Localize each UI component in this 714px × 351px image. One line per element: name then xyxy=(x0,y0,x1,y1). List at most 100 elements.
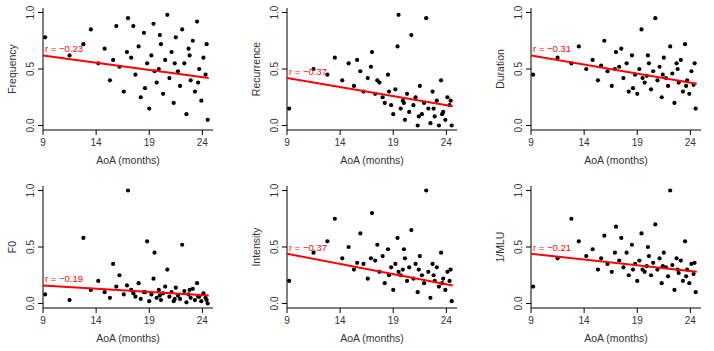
point xyxy=(393,262,397,266)
x-tick-label: 24 xyxy=(441,137,453,148)
x-tick xyxy=(96,308,97,313)
point xyxy=(605,69,609,73)
point xyxy=(602,39,606,43)
plot-area xyxy=(43,13,210,122)
point xyxy=(373,258,377,262)
point xyxy=(640,76,644,80)
x-tick xyxy=(149,308,150,313)
x-axis-title: AoA (months) xyxy=(96,332,160,344)
x-tick xyxy=(340,308,341,313)
point xyxy=(653,16,657,20)
point xyxy=(437,123,441,127)
point xyxy=(619,236,623,240)
x-tick-label: 14 xyxy=(91,315,103,326)
point xyxy=(133,73,137,77)
y-tick xyxy=(38,303,43,304)
point xyxy=(186,47,190,51)
x-tick xyxy=(149,130,150,135)
point xyxy=(653,222,657,226)
point xyxy=(679,58,683,62)
point xyxy=(428,296,432,300)
y-tick-label: 0.0 xyxy=(513,118,524,132)
panel: 91419240.00.51.0AoA (months)Frequencyr =… xyxy=(6,5,213,166)
point xyxy=(165,13,169,17)
point xyxy=(191,39,195,43)
y-tick-label: 0.0 xyxy=(269,296,280,310)
point xyxy=(205,42,209,46)
point xyxy=(660,95,664,99)
plot-area xyxy=(531,16,698,111)
y-axis-title: Duration xyxy=(494,49,506,89)
x-tick xyxy=(393,130,394,135)
point xyxy=(631,267,635,271)
point xyxy=(407,110,411,114)
point xyxy=(591,58,595,62)
point xyxy=(687,92,691,96)
point xyxy=(443,288,447,292)
y-tick-label: 0.0 xyxy=(25,296,36,310)
y-axis-title: F0 xyxy=(6,241,18,253)
fit-line xyxy=(531,55,697,83)
point xyxy=(147,106,151,110)
point xyxy=(122,89,126,93)
x-tick xyxy=(340,130,341,135)
y-axis-title: 1/MLU xyxy=(494,232,506,263)
point xyxy=(416,123,420,127)
point xyxy=(184,112,188,116)
point xyxy=(396,270,400,274)
point xyxy=(683,239,687,243)
point xyxy=(657,256,661,260)
point xyxy=(67,298,71,302)
x-tick xyxy=(531,308,532,313)
point xyxy=(358,231,362,235)
point xyxy=(352,84,356,88)
point xyxy=(366,277,370,281)
point xyxy=(203,73,207,77)
point xyxy=(386,247,390,251)
point xyxy=(409,33,413,37)
point xyxy=(687,281,691,285)
point xyxy=(199,99,203,103)
y-tick-label: 0.0 xyxy=(513,296,524,310)
point xyxy=(639,231,643,235)
x-tick xyxy=(531,130,532,135)
point xyxy=(439,251,443,255)
annotation: r = −0.37 xyxy=(289,66,327,77)
point xyxy=(450,123,454,127)
fit-line xyxy=(43,55,209,78)
point xyxy=(355,58,359,62)
point xyxy=(189,78,193,82)
point xyxy=(693,61,697,65)
point xyxy=(416,290,420,294)
panel: 91419240.00.51.0AoA (months)Intensityr =… xyxy=(250,183,457,344)
point xyxy=(596,267,600,271)
point xyxy=(569,217,573,221)
point xyxy=(666,274,670,278)
y-tick xyxy=(526,247,531,248)
point xyxy=(643,80,647,84)
x-tick xyxy=(287,308,288,313)
point xyxy=(395,236,399,240)
point xyxy=(139,297,143,301)
y-tick-label: 0.5 xyxy=(25,240,36,254)
point xyxy=(672,101,676,105)
point xyxy=(599,256,603,260)
x-axis-line xyxy=(287,130,457,131)
x-tick-label: 9 xyxy=(40,315,46,326)
point xyxy=(614,225,618,229)
fit-line xyxy=(287,254,453,286)
point xyxy=(610,270,614,274)
x-axis-title: AoA (months) xyxy=(340,332,404,344)
point xyxy=(627,273,631,277)
point xyxy=(428,121,432,125)
y-tick xyxy=(38,12,43,13)
point xyxy=(445,95,449,99)
point xyxy=(188,53,192,57)
point xyxy=(201,56,205,60)
point xyxy=(694,290,698,294)
y-tick-label: 0.0 xyxy=(269,118,280,132)
point xyxy=(89,27,93,31)
plot-area xyxy=(287,13,454,128)
point xyxy=(449,99,453,103)
point xyxy=(401,267,405,271)
